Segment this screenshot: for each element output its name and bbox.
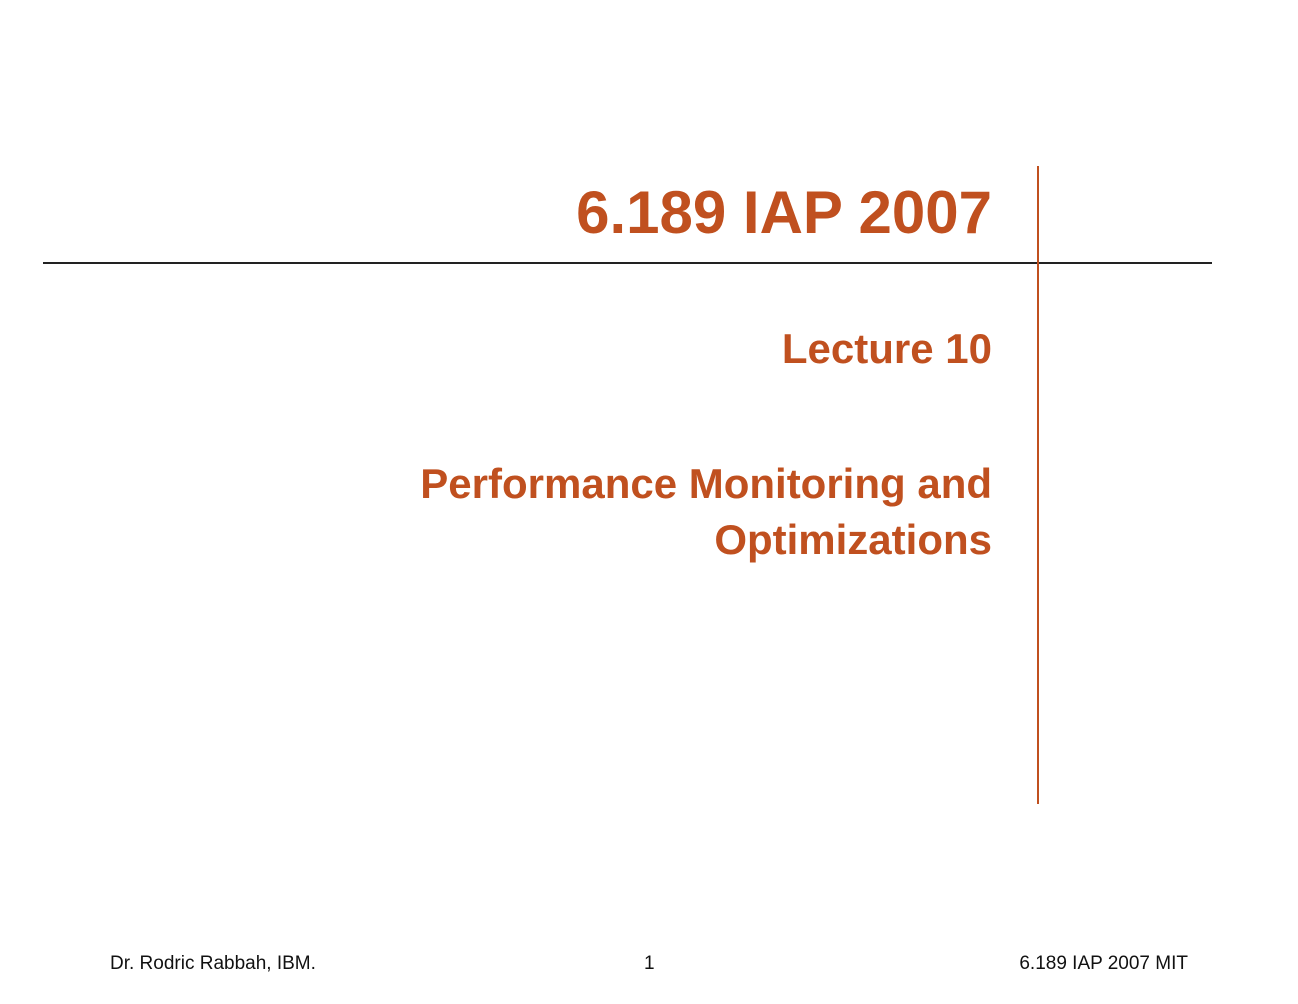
title: 6.189 IAP 2007 (576, 179, 992, 246)
footer-center: 1 (644, 953, 655, 974)
vertical-rule (1037, 166, 1039, 804)
lecture: Lecture 10 (781, 325, 992, 372)
footer-right: 6.189 IAP 2007 MIT (1019, 953, 1188, 974)
horizontal-rule (43, 262, 1212, 264)
subtitle-line: Optimizations (714, 516, 992, 563)
subtitle-line: Performance Monitoring and (420, 460, 992, 507)
footer-left: Dr. Rodric Rabbah, IBM. (110, 953, 316, 974)
